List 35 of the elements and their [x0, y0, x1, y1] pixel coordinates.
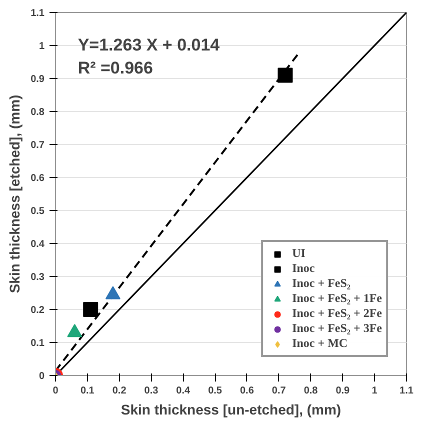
legend-label: Inoc — [292, 261, 315, 276]
y-tick-label: 0.8 — [30, 107, 45, 118]
x-tick-label: 0.2 — [112, 386, 127, 396]
legend-label: Inoc + FeS₂ — [292, 276, 350, 291]
legend-label: UI — [292, 246, 306, 261]
annotation: R² =0.966 — [78, 58, 153, 78]
x-axis-title: Skin thickness [un-etched], (mm) — [120, 402, 342, 418]
y-tick-label: 1.1 — [30, 8, 45, 19]
y-tick-label: 0.2 — [30, 305, 45, 316]
y-axis-title: Skin thickness [etched], (mm) — [6, 94, 23, 294]
x-tick-label: 1 — [372, 386, 378, 396]
y-tick-label: 0.6 — [30, 173, 45, 184]
x-tick-label: 0.3 — [144, 386, 159, 396]
x-tick-label: 0.9 — [336, 386, 350, 396]
y-tick-label: 0.3 — [30, 272, 45, 283]
y-tick-label: 1 — [38, 41, 45, 52]
y-tick-label: 0.9 — [30, 74, 45, 85]
annotation: Y=1.263 X + 0.014 — [78, 36, 220, 55]
x-tick-label: 0.6 — [240, 386, 254, 396]
legend-label: Inoc + FeS₂ + 2Fe — [292, 306, 382, 321]
x-tick-label: 0.5 — [208, 386, 222, 396]
x-tick-label: 0.1 — [80, 386, 95, 396]
x-tick-label: 1.1 — [400, 386, 414, 396]
x-tick-label: 0.7 — [272, 386, 286, 396]
legend-label: Inoc + FeS₂ + 3Fe — [292, 321, 382, 336]
x-tick-label: 0 — [52, 386, 59, 396]
y-tick-label: 0.1 — [30, 338, 45, 349]
legend-label: Inoc + FeS₂ + 1Fe — [292, 291, 382, 306]
y-tick-label: 0.4 — [30, 239, 45, 250]
y-tick-label: 0.7 — [30, 140, 45, 151]
x-tick-label: 0.4 — [176, 386, 191, 396]
y-tick-label: 0.5 — [30, 206, 45, 217]
y-tick-label: 0 — [38, 371, 45, 382]
legend-label: Inoc + MC — [292, 336, 348, 351]
x-tick-label: 0.8 — [304, 386, 318, 396]
